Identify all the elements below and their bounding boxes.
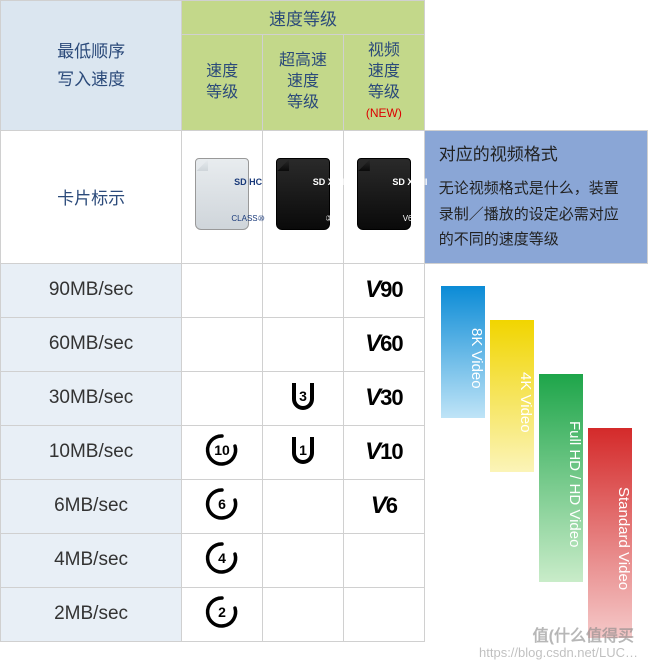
svg-text:4: 4 <box>218 550 226 566</box>
uhs-3: 1 <box>263 425 344 479</box>
speed-table: 最低顺序 写入速度 速度等级 速度 等级 超高速 速度 等级 视频 速度 等级(… <box>0 0 648 642</box>
speed-1: 60MB/sec <box>1 317 182 371</box>
card-sdxc1: SD XC I ③ <box>263 131 344 263</box>
video-3: V10 <box>343 425 424 479</box>
card-sdxc2: SD XC II V60 <box>343 131 424 263</box>
hdr-col-uhs: 超高速 速度 等级 <box>263 35 344 131</box>
video-4: V6 <box>343 479 424 533</box>
card-label: 卡片标示 <box>1 131 182 263</box>
speed-5: 4MB/sec <box>1 533 182 587</box>
class-4: 6 <box>182 479 263 533</box>
class-0 <box>182 263 263 317</box>
blank-top <box>424 1 647 131</box>
uhs-1 <box>263 317 344 371</box>
svg-text:10: 10 <box>214 442 230 458</box>
svg-text:6: 6 <box>218 496 226 512</box>
video-6 <box>343 587 424 641</box>
bars-cell <box>424 263 647 641</box>
uhs-2: 3 <box>263 371 344 425</box>
speed-3: 10MB/sec <box>1 425 182 479</box>
video-2: V30 <box>343 371 424 425</box>
uhs-5 <box>263 533 344 587</box>
speed-2: 30MB/sec <box>1 371 182 425</box>
speed-4: 6MB/sec <box>1 479 182 533</box>
class-1 <box>182 317 263 371</box>
watermark-brand: 值(什么值得买 <box>533 622 634 646</box>
uhs-0 <box>263 263 344 317</box>
sd-speed-chart: 最低顺序 写入速度 速度等级 速度 等级 超高速 速度 等级 视频 速度 等级(… <box>0 0 648 666</box>
svg-text:1: 1 <box>299 442 307 458</box>
sd-card-sdhc: SD HC CLASS⑩ <box>195 158 249 230</box>
speed-0: 90MB/sec <box>1 263 182 317</box>
svg-text:3: 3 <box>299 388 307 404</box>
video-panel: 对应的视频格式 无论视频格式是什么，装置录制／播放的设定必需对应的不同的速度等级 <box>424 131 647 263</box>
video-desc: 无论视频格式是什么，装置录制／播放的设定必需对应的不同的速度等级 <box>439 176 633 253</box>
svg-text:2: 2 <box>218 604 226 620</box>
hdr-min-write: 最低顺序 写入速度 <box>1 1 182 131</box>
video-5 <box>343 533 424 587</box>
video-1: V60 <box>343 317 424 371</box>
watermark-url: https://blog.csdn.net/LUC… <box>479 645 638 660</box>
sd-card-sdxc-uhs1: SD XC I ③ <box>276 158 330 230</box>
hdr-col-speed: 速度 等级 <box>182 35 263 131</box>
sd-card-sdxc-uhs2: SD XC II V60 <box>357 158 411 230</box>
class-6: 2 <box>182 587 263 641</box>
hdr-speed-class: 速度等级 <box>182 1 425 35</box>
speed-6: 2MB/sec <box>1 587 182 641</box>
class-3: 10 <box>182 425 263 479</box>
video-title: 对应的视频格式 <box>439 141 633 170</box>
uhs-4 <box>263 479 344 533</box>
card-sdhc: SD HC CLASS⑩ <box>182 131 263 263</box>
hdr-col-video: 视频 速度 等级(NEW) <box>343 35 424 131</box>
class-5: 4 <box>182 533 263 587</box>
class-2 <box>182 371 263 425</box>
uhs-6 <box>263 587 344 641</box>
video-0: V90 <box>343 263 424 317</box>
